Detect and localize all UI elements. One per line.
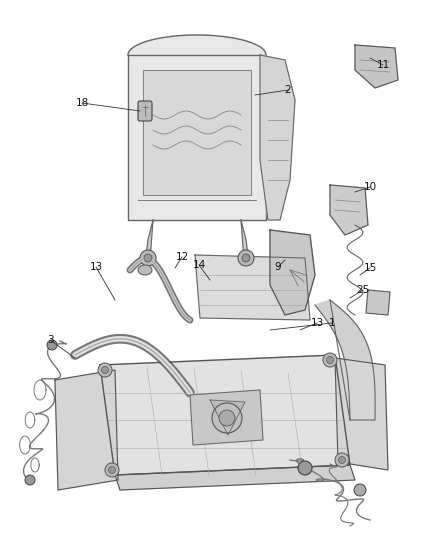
Circle shape [238, 250, 254, 266]
Circle shape [339, 456, 346, 464]
Circle shape [354, 484, 366, 496]
Polygon shape [128, 55, 266, 220]
Text: 12: 12 [175, 252, 189, 262]
Circle shape [109, 466, 116, 473]
Polygon shape [210, 400, 245, 435]
Polygon shape [128, 35, 266, 55]
Ellipse shape [138, 265, 152, 275]
Polygon shape [100, 355, 350, 475]
Text: 11: 11 [376, 60, 390, 70]
Circle shape [25, 475, 35, 485]
Text: 13: 13 [89, 262, 102, 272]
Polygon shape [195, 255, 310, 320]
Circle shape [323, 353, 337, 367]
Text: 10: 10 [364, 182, 377, 192]
Circle shape [335, 453, 349, 467]
Text: 3: 3 [47, 335, 53, 345]
Polygon shape [315, 300, 375, 420]
Circle shape [298, 461, 312, 475]
FancyBboxPatch shape [138, 101, 152, 121]
Polygon shape [241, 220, 248, 260]
Circle shape [98, 363, 112, 377]
Text: 1: 1 [328, 318, 336, 328]
Text: 25: 25 [357, 285, 370, 295]
Circle shape [105, 463, 119, 477]
Polygon shape [366, 290, 390, 315]
Polygon shape [115, 465, 355, 490]
Circle shape [140, 250, 156, 266]
Circle shape [219, 410, 235, 426]
Text: 15: 15 [364, 263, 377, 273]
Text: 2: 2 [285, 85, 291, 95]
Circle shape [47, 340, 57, 350]
Text: 9: 9 [275, 262, 281, 272]
Circle shape [212, 403, 242, 433]
Circle shape [242, 254, 250, 262]
Polygon shape [190, 390, 263, 445]
Polygon shape [335, 358, 388, 470]
Polygon shape [55, 370, 118, 490]
Circle shape [102, 367, 109, 374]
Polygon shape [146, 220, 153, 260]
Polygon shape [270, 230, 315, 315]
Polygon shape [260, 55, 295, 220]
Polygon shape [355, 45, 398, 88]
Text: 13: 13 [311, 318, 324, 328]
Text: 14: 14 [192, 260, 205, 270]
Circle shape [326, 357, 333, 364]
Text: 18: 18 [75, 98, 88, 108]
Polygon shape [143, 70, 251, 195]
Polygon shape [330, 185, 368, 235]
Circle shape [144, 254, 152, 262]
